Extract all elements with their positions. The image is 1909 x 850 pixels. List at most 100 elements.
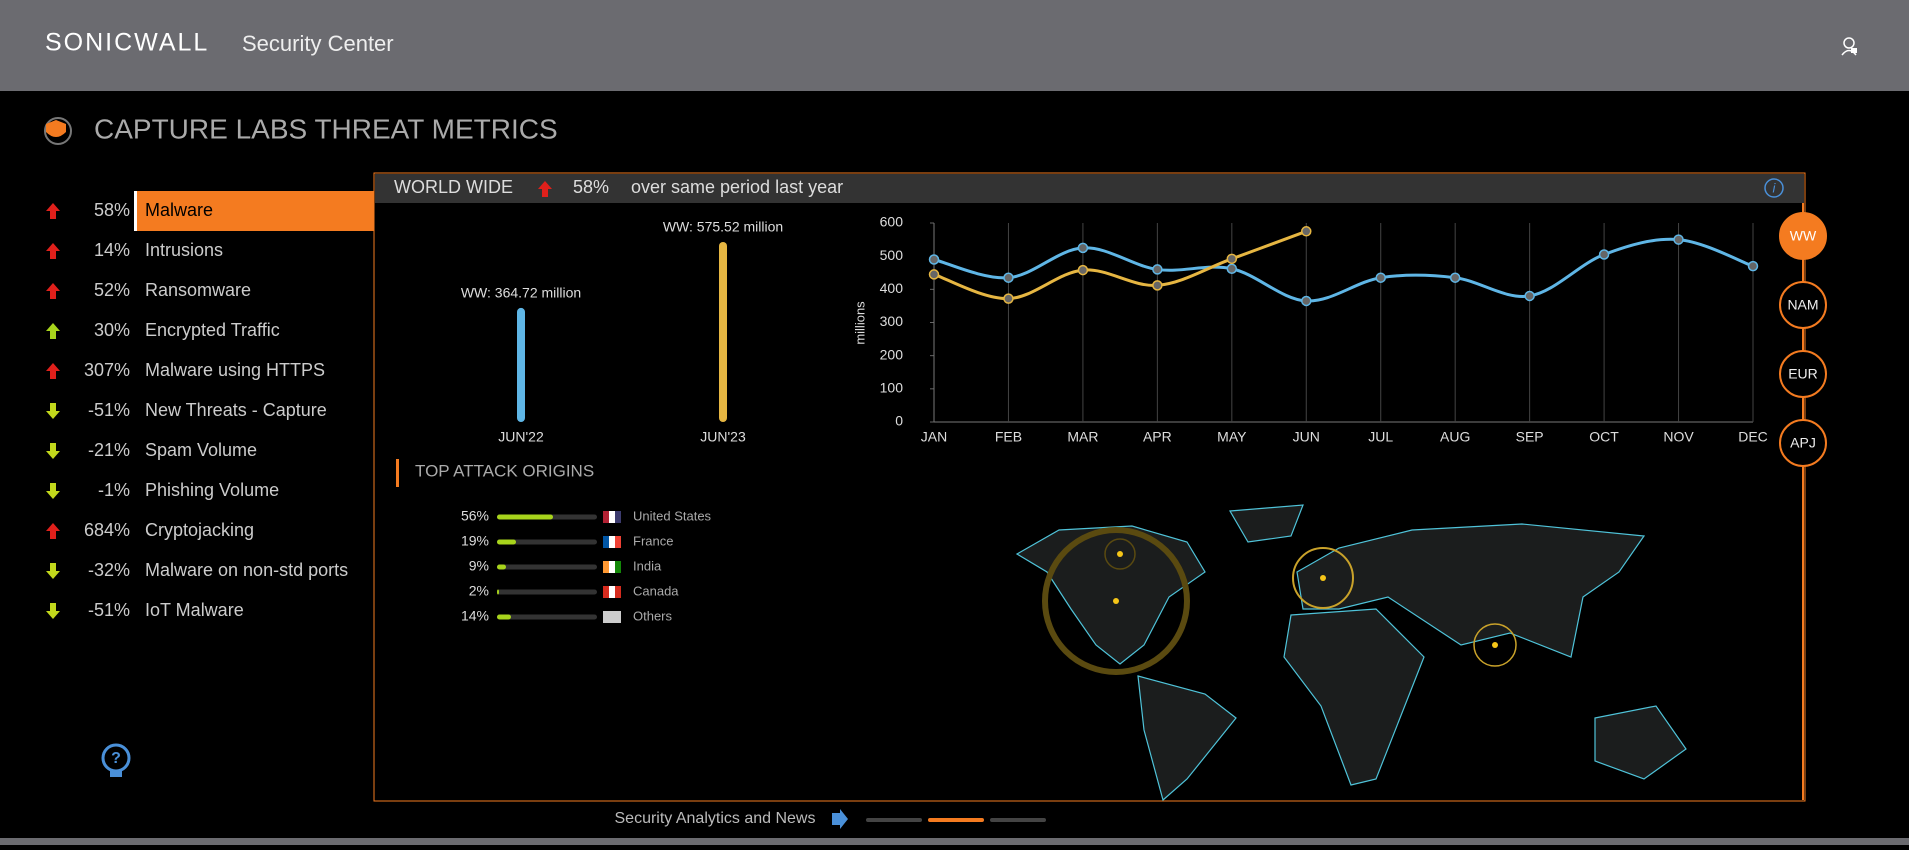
region-button[interactable] bbox=[1779, 419, 1827, 467]
bulb-icon[interactable]: ? bbox=[101, 743, 131, 777]
metric-label[interactable]: Ransomware bbox=[145, 280, 251, 300]
trend-arrow bbox=[46, 283, 60, 299]
flag bbox=[609, 611, 615, 623]
metric-label[interactable]: Malware bbox=[145, 200, 213, 220]
metric-value[interactable]: 14% bbox=[94, 240, 130, 260]
trend-arrow bbox=[46, 243, 60, 259]
region-button[interactable] bbox=[1779, 281, 1827, 329]
x-tick-label: MAR bbox=[1067, 429, 1098, 445]
region-label[interactable]: EUR bbox=[1788, 366, 1818, 382]
panel-region: WORLD WIDE bbox=[394, 177, 513, 197]
pager-dot[interactable] bbox=[866, 818, 922, 822]
origin-track bbox=[497, 614, 597, 620]
metric-value[interactable]: 684% bbox=[84, 520, 130, 540]
metric-label[interactable]: IoT Malware bbox=[145, 600, 244, 620]
point bbox=[1077, 242, 1089, 254]
metric-value[interactable]: -21% bbox=[88, 440, 130, 460]
origin-value: 9% bbox=[469, 558, 489, 574]
line bbox=[933, 229, 1307, 301]
metric-label[interactable]: Cryptojacking bbox=[145, 520, 254, 540]
flag bbox=[615, 586, 621, 598]
origin-name: Canada bbox=[633, 583, 679, 598]
point bbox=[1152, 280, 1163, 291]
origins-accent bbox=[396, 459, 399, 487]
metric-value[interactable]: 30% bbox=[94, 320, 130, 340]
origin-name: India bbox=[633, 558, 662, 573]
origin-bar bbox=[497, 614, 511, 620]
logo-icon bbox=[44, 117, 72, 145]
origin-value: 56% bbox=[461, 508, 489, 524]
y-tick-label: 600 bbox=[880, 214, 904, 230]
bar bbox=[517, 307, 525, 422]
origin-value: 14% bbox=[461, 608, 489, 624]
metric-value[interactable]: 58% bbox=[94, 200, 130, 220]
header-bar bbox=[0, 0, 1909, 91]
page-title: CAPTURE LABS THREAT METRICS bbox=[94, 113, 558, 144]
user-icon[interactable] bbox=[1841, 37, 1857, 56]
x-tick-label: JUN bbox=[1293, 429, 1320, 445]
x-tick-label: SEP bbox=[1516, 429, 1544, 445]
region-label[interactable]: NAM bbox=[1787, 297, 1818, 313]
bar-label: WW: 575.52 million bbox=[663, 219, 783, 235]
metric-value[interactable]: -32% bbox=[88, 560, 130, 580]
y-tick-label: 500 bbox=[880, 247, 904, 263]
metric-label[interactable]: Encrypted Traffic bbox=[145, 320, 280, 340]
active-metric bbox=[134, 191, 374, 231]
region-label[interactable]: WW bbox=[1790, 228, 1817, 244]
trend-arrow bbox=[46, 203, 60, 219]
x-tick-label: JAN bbox=[921, 429, 947, 445]
footer-arrow[interactable] bbox=[832, 809, 848, 829]
metric-label[interactable]: Intrusions bbox=[145, 240, 223, 260]
footer-link[interactable]: Security Analytics and News bbox=[615, 810, 816, 827]
origin-value: 19% bbox=[461, 533, 489, 549]
metric-value[interactable]: 307% bbox=[84, 360, 130, 380]
point bbox=[1077, 264, 1089, 276]
region-button[interactable] bbox=[1779, 350, 1827, 398]
x-tick-label: JUL bbox=[1368, 429, 1393, 445]
point bbox=[1226, 253, 1238, 265]
panel-note: over same period last year bbox=[631, 177, 843, 197]
trend-arrow bbox=[46, 323, 60, 339]
pager-dot[interactable] bbox=[928, 818, 984, 822]
metric-label[interactable]: Phishing Volume bbox=[145, 480, 279, 500]
point bbox=[1301, 295, 1312, 307]
x-tick-label: AUG bbox=[1440, 429, 1470, 445]
flag bbox=[603, 511, 609, 523]
flag bbox=[603, 586, 609, 598]
metric-label[interactable]: Spam Volume bbox=[145, 440, 257, 460]
x-tick-label: OCT bbox=[1589, 429, 1619, 445]
point bbox=[1524, 290, 1535, 302]
metric-value[interactable]: -51% bbox=[88, 400, 130, 420]
metric-label[interactable]: Malware on non-std ports bbox=[145, 560, 348, 580]
flag bbox=[609, 536, 615, 548]
origin-name: Others bbox=[633, 608, 673, 623]
info-icon[interactable]: i bbox=[1764, 178, 1784, 198]
point bbox=[1301, 226, 1312, 237]
bottom-bar bbox=[0, 838, 1909, 845]
metric-value[interactable]: 52% bbox=[94, 280, 130, 300]
origin-track bbox=[497, 589, 597, 595]
flag bbox=[609, 511, 615, 523]
region-button[interactable] bbox=[1779, 212, 1827, 260]
panel-arrow bbox=[538, 181, 552, 197]
metric-value[interactable]: -1% bbox=[98, 480, 130, 500]
pager-dot[interactable] bbox=[990, 818, 1046, 822]
bar-category: JUN'23 bbox=[700, 429, 746, 445]
metric-value[interactable]: -51% bbox=[88, 600, 130, 620]
metric-label[interactable]: Malware using HTTPS bbox=[145, 360, 325, 380]
metric-label[interactable]: New Threats - Capture bbox=[145, 400, 327, 420]
region-label[interactable]: APJ bbox=[1790, 435, 1816, 451]
point bbox=[1747, 260, 1759, 272]
panel-change: 58% bbox=[573, 177, 609, 197]
flag bbox=[615, 561, 621, 573]
y-tick-label: 300 bbox=[880, 313, 904, 329]
trend-arrow bbox=[46, 523, 60, 539]
bar bbox=[719, 242, 727, 422]
flag bbox=[603, 536, 609, 548]
origin-bar bbox=[497, 564, 506, 570]
bar-category: JUN'22 bbox=[498, 429, 544, 445]
panel-header bbox=[375, 174, 1804, 203]
origin-track bbox=[497, 539, 597, 545]
world-map bbox=[1015, 504, 1687, 802]
